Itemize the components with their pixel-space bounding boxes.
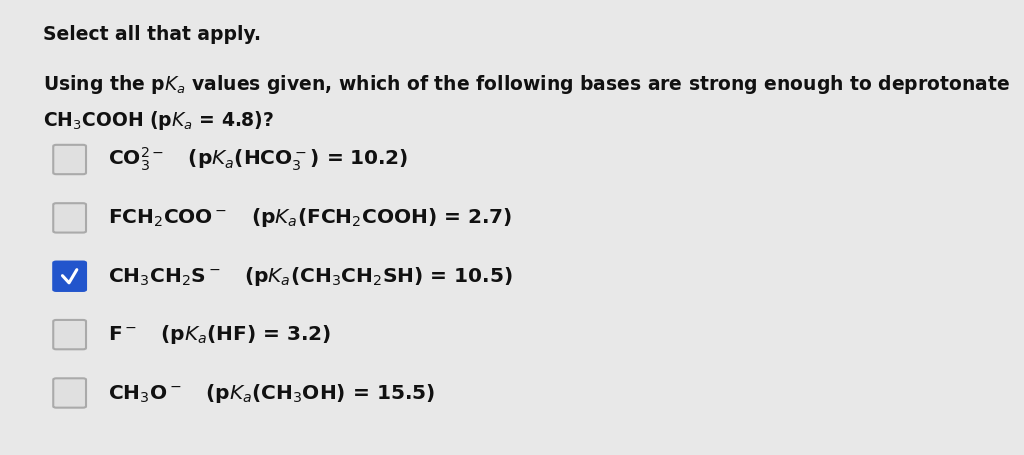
- Text: F$^-$   (p$K_a$(HF) = 3.2): F$^-$ (p$K_a$(HF) = 3.2): [108, 323, 331, 345]
- FancyBboxPatch shape: [53, 379, 86, 408]
- Text: CH$_3$CH$_2$S$^-$   (p$K_a$(CH$_3$CH$_2$SH) = 10.5): CH$_3$CH$_2$S$^-$ (p$K_a$(CH$_3$CH$_2$SH…: [108, 264, 512, 287]
- Text: CO$_3^{2-}$   (p$K_a$(HCO$_3^-$) = 10.2): CO$_3^{2-}$ (p$K_a$(HCO$_3^-$) = 10.2): [108, 146, 408, 173]
- Text: FCH$_2$COO$^-$   (p$K_a$(FCH$_2$COOH) = 2.7): FCH$_2$COO$^-$ (p$K_a$(FCH$_2$COOH) = 2.…: [108, 206, 512, 229]
- Text: Select all that apply.: Select all that apply.: [43, 25, 261, 44]
- FancyBboxPatch shape: [53, 204, 86, 233]
- FancyBboxPatch shape: [53, 320, 86, 349]
- Text: CH$_3$O$^-$   (p$K_a$(CH$_3$OH) = 15.5): CH$_3$O$^-$ (p$K_a$(CH$_3$OH) = 15.5): [108, 381, 434, 404]
- FancyBboxPatch shape: [53, 262, 86, 291]
- FancyBboxPatch shape: [53, 146, 86, 175]
- Text: Using the p$K_a$ values given, which of the following bases are strong enough to: Using the p$K_a$ values given, which of …: [43, 73, 1010, 96]
- Text: CH$_3$COOH (p$K_a$ = 4.8)?: CH$_3$COOH (p$K_a$ = 4.8)?: [43, 109, 274, 132]
